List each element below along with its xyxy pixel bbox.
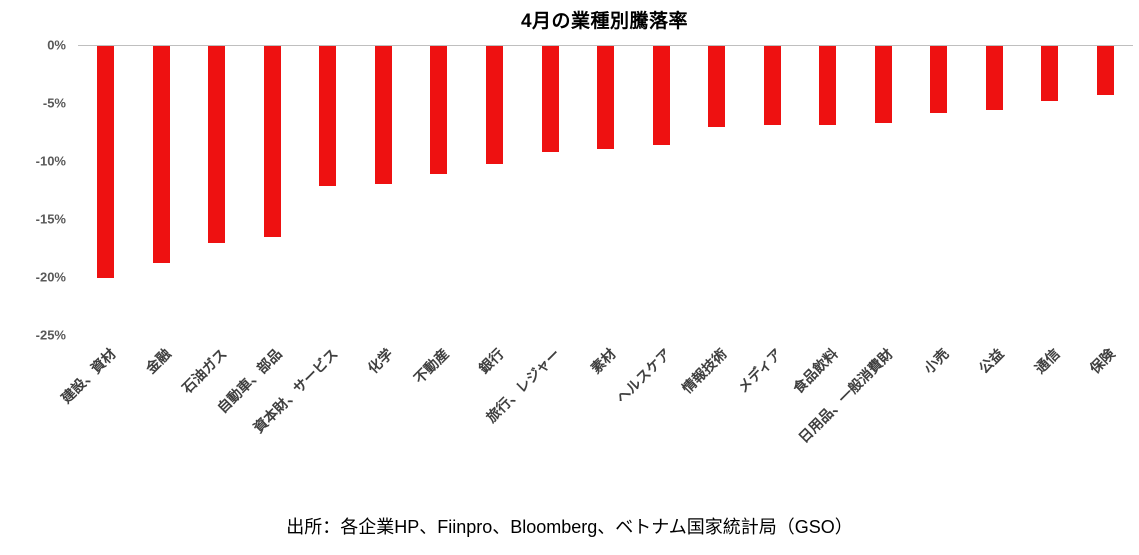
bar-slot: ヘルスケア bbox=[613, 46, 689, 406]
bar-slot: 公益 bbox=[967, 46, 1023, 377]
x-axis-label: 石油ガス bbox=[178, 345, 230, 397]
bar bbox=[597, 46, 615, 150]
bar-slot: 自動車、部品 bbox=[214, 46, 301, 416]
source-note: 出所：各企業HP、Fiinpro、Bloomberg、ベトナム国家統計局（GSO… bbox=[286, 517, 853, 537]
x-axis-label: 公益 bbox=[975, 345, 1007, 377]
x-axis-label: 不動産 bbox=[410, 345, 452, 387]
y-axis-tick-label: -5% bbox=[42, 95, 66, 111]
x-axis-label: 小売 bbox=[920, 345, 952, 377]
bar-slot: 小売 bbox=[911, 46, 967, 377]
y-axis: 0% -5% -10% -15% -20% -25% bbox=[0, 38, 72, 343]
x-axis-label: 銀行 bbox=[476, 345, 508, 377]
y-axis-tick-label: 0% bbox=[47, 37, 66, 53]
y-axis-tick-label: -25% bbox=[35, 327, 66, 343]
bar-slot: 素材 bbox=[578, 46, 634, 377]
bar bbox=[374, 46, 392, 185]
bar-slot: 保険 bbox=[1078, 46, 1134, 377]
bar bbox=[485, 46, 503, 165]
plot-area: 建設、資材 金融 石油ガス 自動車、部品 資本財、サービス 化学 不動産 銀行 旅行、レジャー素… bbox=[58, 45, 1134, 446]
x-axis-label: 保険 bbox=[1086, 345, 1119, 377]
x-axis-label: 日用品、一般消費財 bbox=[795, 345, 896, 446]
y-axis-tick-label: -15% bbox=[35, 211, 66, 227]
bar-slot: 不動産 bbox=[411, 46, 467, 386]
x-axis-label: 通信 bbox=[1031, 345, 1063, 377]
bar bbox=[708, 46, 726, 128]
x-axis-label: 化学 bbox=[365, 345, 397, 377]
bar-slot: 銀行 bbox=[467, 46, 523, 377]
bar bbox=[819, 46, 837, 125]
bar bbox=[319, 46, 337, 187]
bar-slot: 石油ガス bbox=[179, 46, 245, 396]
bar bbox=[1096, 46, 1114, 95]
bar bbox=[763, 46, 781, 125]
bar bbox=[1041, 46, 1059, 101]
bar-slot: 資本財、サービス bbox=[250, 46, 356, 436]
bar bbox=[930, 46, 948, 114]
bar-slot: 日用品、一般消費財 bbox=[796, 46, 911, 446]
x-axis-label: 素材 bbox=[587, 345, 619, 377]
bar bbox=[985, 46, 1003, 110]
bar bbox=[263, 46, 281, 238]
bar-slot: 建設、資材 bbox=[58, 46, 134, 406]
bar bbox=[208, 46, 226, 244]
bar bbox=[97, 46, 115, 278]
chart-title: 4月の業種別騰落率 bbox=[520, 11, 689, 32]
bar-slot: 化学 bbox=[356, 46, 412, 377]
bar-slot: 通信 bbox=[1022, 46, 1078, 377]
x-axis-label: 金融 bbox=[142, 345, 175, 377]
bar bbox=[541, 46, 559, 152]
bar-slot: 旅行、レジャー bbox=[483, 46, 578, 426]
x-axis-label: 情報技術 bbox=[678, 345, 730, 397]
y-axis-tick-label: -10% bbox=[35, 153, 66, 169]
bar bbox=[152, 46, 170, 263]
bar bbox=[652, 46, 670, 145]
y-axis-tick-label: -20% bbox=[35, 269, 66, 285]
x-axis-label: メディア bbox=[734, 345, 785, 396]
bar-slot: メディア bbox=[735, 46, 800, 396]
bar-slot: 食品飲料 bbox=[789, 46, 856, 396]
x-axis-label: ヘルスケア bbox=[612, 345, 674, 407]
x-axis-label: 建設、資材 bbox=[57, 345, 119, 407]
bar bbox=[874, 46, 892, 123]
x-axis-label: 食品飲料 bbox=[789, 345, 841, 397]
bar-slot: 情報技術 bbox=[678, 46, 745, 396]
bar bbox=[430, 46, 448, 174]
bar-slot: 金融 bbox=[134, 46, 190, 377]
